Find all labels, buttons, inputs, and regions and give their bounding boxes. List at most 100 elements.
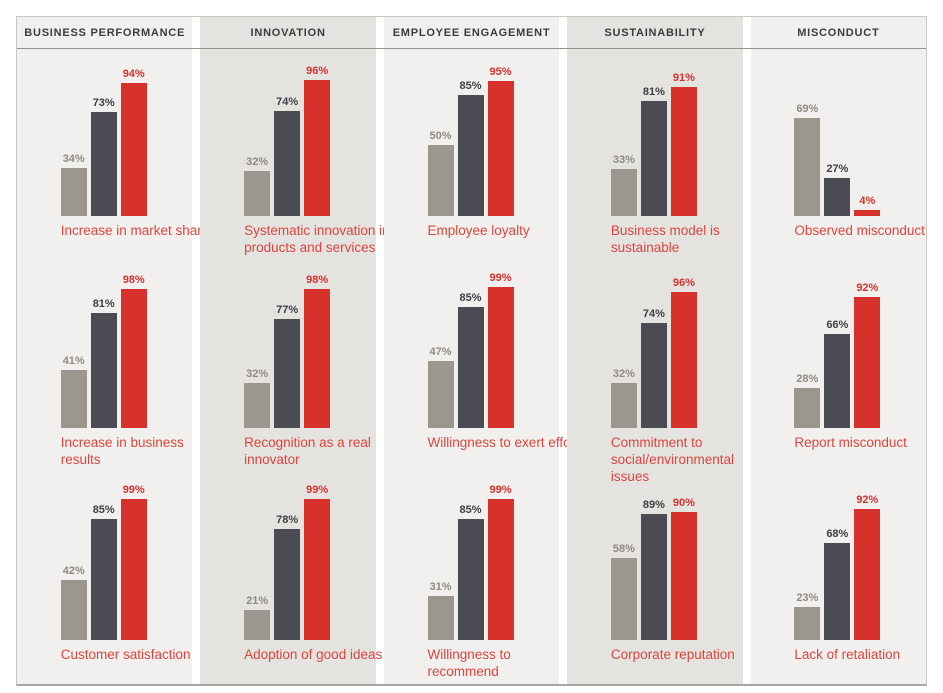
- bar-column: 99%: [487, 484, 514, 640]
- bar-value-label: 94%: [122, 68, 145, 80]
- chart-caption: Employee loyalty: [427, 223, 530, 238]
- column-header-label: BUSINESS PERFORMANCE: [24, 26, 186, 39]
- chart-caption: Business model is sustainable: [610, 223, 720, 255]
- bar-gray: [427, 361, 454, 428]
- comparison-chart-board: BUSINESS PERFORMANCE 34% 73% 94% Increase in…: [16, 16, 927, 686]
- bar-value-label: 85%: [459, 292, 482, 304]
- bar-column: 85%: [457, 292, 484, 428]
- chart-inner: 32% 74% 96% Systematic innovation in produc…: [244, 56, 390, 257]
- bar-dark: [824, 178, 851, 216]
- mini-chart: 23% 68% 92% Lack of retaliation: [751, 472, 926, 684]
- bar-value-label: 81%: [642, 86, 665, 98]
- bar-column: 96%: [670, 277, 697, 428]
- chart-caption: Recognition as a real innovator: [244, 435, 371, 467]
- bar-column: 85%: [90, 504, 117, 640]
- chart-inner: 58% 89% 90% Corporate reputation: [610, 480, 735, 664]
- bar-gray: [610, 169, 637, 216]
- chart-inner: 69% 27% 4% Observed misconduct: [794, 56, 925, 240]
- category-column: INNOVATION 32% 74% 96% Systematic innovation…: [200, 17, 390, 684]
- bar-value-label: 77%: [276, 304, 299, 316]
- bar-value-label: 92%: [856, 494, 879, 506]
- chart-inner: 47% 85% 99% Willingness to exert effort: [427, 268, 579, 452]
- bar-gray: [427, 596, 454, 640]
- bar-column: 23%: [794, 592, 821, 640]
- bar-value-label: 85%: [459, 80, 482, 92]
- chart-inner: 42% 85% 99% Customer satisfaction: [60, 480, 191, 664]
- bar-value-label: 32%: [612, 368, 635, 380]
- bar-dark: [640, 514, 667, 640]
- chart-caption: Observed misconduct: [794, 223, 925, 238]
- bar-column: 33%: [610, 154, 637, 216]
- bar-group: 32% 74% 96%: [610, 268, 699, 428]
- bar-group: 31% 85% 99%: [427, 480, 516, 640]
- bar-group: 69% 27% 4%: [794, 56, 882, 216]
- bar-column: 98%: [120, 274, 147, 428]
- bar-column: 95%: [487, 66, 514, 216]
- bar-column: 90%: [670, 497, 697, 640]
- bar-value-label: 99%: [489, 484, 512, 496]
- chart-inner: 41% 81% 98% Increase in business results: [60, 268, 184, 469]
- bar-value-label: 85%: [92, 504, 115, 516]
- bar-dark: [90, 519, 117, 640]
- chart-inner: 34% 73% 94% Increase in market share: [60, 56, 209, 240]
- bar-column: 68%: [824, 528, 851, 640]
- mini-chart: 47% 85% 99% Willingness to exert effort: [384, 260, 579, 472]
- bar-dark: [640, 323, 667, 428]
- mini-chart: 41% 81% 98% Increase in business results: [17, 260, 192, 472]
- bar-column: 96%: [304, 65, 331, 216]
- bar-red: [120, 499, 147, 640]
- bar-dark: [90, 313, 117, 428]
- bar-group: 50% 85% 95%: [427, 56, 516, 216]
- bar-column: 50%: [427, 130, 454, 216]
- bar-gray: [244, 610, 271, 640]
- mini-chart: 28% 66% 92% Report misconduct: [751, 260, 926, 472]
- bar-column: 34%: [60, 153, 87, 216]
- bar-value-label: 89%: [642, 499, 665, 511]
- bar-red: [854, 297, 881, 428]
- bar-column: 47%: [427, 346, 454, 428]
- mini-chart: 50% 85% 95% Employee loyalty: [384, 48, 559, 260]
- header-divider-line: [17, 48, 926, 49]
- bar-column: 69%: [794, 103, 821, 216]
- chart-inner: 28% 66% 92% Report misconduct: [794, 268, 907, 452]
- bar-group: 32% 77% 98%: [244, 268, 332, 428]
- bar-column: 4%: [854, 195, 881, 216]
- bar-red: [304, 80, 331, 216]
- bar-value-label: 74%: [276, 96, 299, 108]
- bar-value-label: 92%: [856, 282, 879, 294]
- bar-column: 85%: [457, 504, 484, 640]
- bar-column: 31%: [427, 581, 454, 640]
- bar-value-label: 66%: [826, 319, 849, 331]
- bar-value-label: 85%: [459, 504, 482, 516]
- bar-column: 91%: [670, 72, 697, 216]
- bar-value-label: 73%: [92, 97, 115, 109]
- bar-value-label: 91%: [672, 72, 695, 84]
- bar-value-label: 23%: [796, 592, 819, 604]
- bar-value-label: 31%: [429, 581, 452, 593]
- bar-group: 32% 74% 96%: [244, 56, 332, 216]
- chart-caption: Willingness to recommend: [427, 647, 511, 679]
- chart-caption: Lack of retaliation: [794, 647, 901, 662]
- chart-caption: Commitment to social/environmental issue…: [610, 435, 734, 484]
- bar-column: 81%: [90, 298, 117, 428]
- bar-column: 92%: [854, 494, 881, 640]
- bar-value-label: 34%: [62, 153, 85, 165]
- category-column: MISCONDUCT 69% 27% 4% Observed misconduct 28%…: [750, 17, 927, 684]
- bar-red: [120, 289, 147, 428]
- bar-value-label: 68%: [826, 528, 849, 540]
- bar-dark: [274, 529, 301, 640]
- column-header-label: SUSTAINABILITY: [604, 26, 706, 39]
- bar-value-label: 96%: [672, 277, 695, 289]
- bar-column: 32%: [610, 368, 637, 428]
- chart-inner: 21% 78% 99% Adoption of good ideas: [244, 480, 382, 664]
- bar-value-label: 69%: [796, 103, 819, 115]
- bar-gray: [244, 171, 271, 216]
- chart-inner: 32% 74% 96% Commitment to social/environmen…: [610, 268, 734, 486]
- bar-value-label: 33%: [612, 154, 635, 166]
- bar-column: 27%: [824, 163, 851, 216]
- bar-column: 77%: [274, 304, 301, 428]
- bar-value-label: 27%: [826, 163, 849, 175]
- chart-caption: Increase in business results: [60, 435, 184, 467]
- bar-column: 21%: [244, 595, 271, 640]
- bar-dark: [274, 111, 301, 216]
